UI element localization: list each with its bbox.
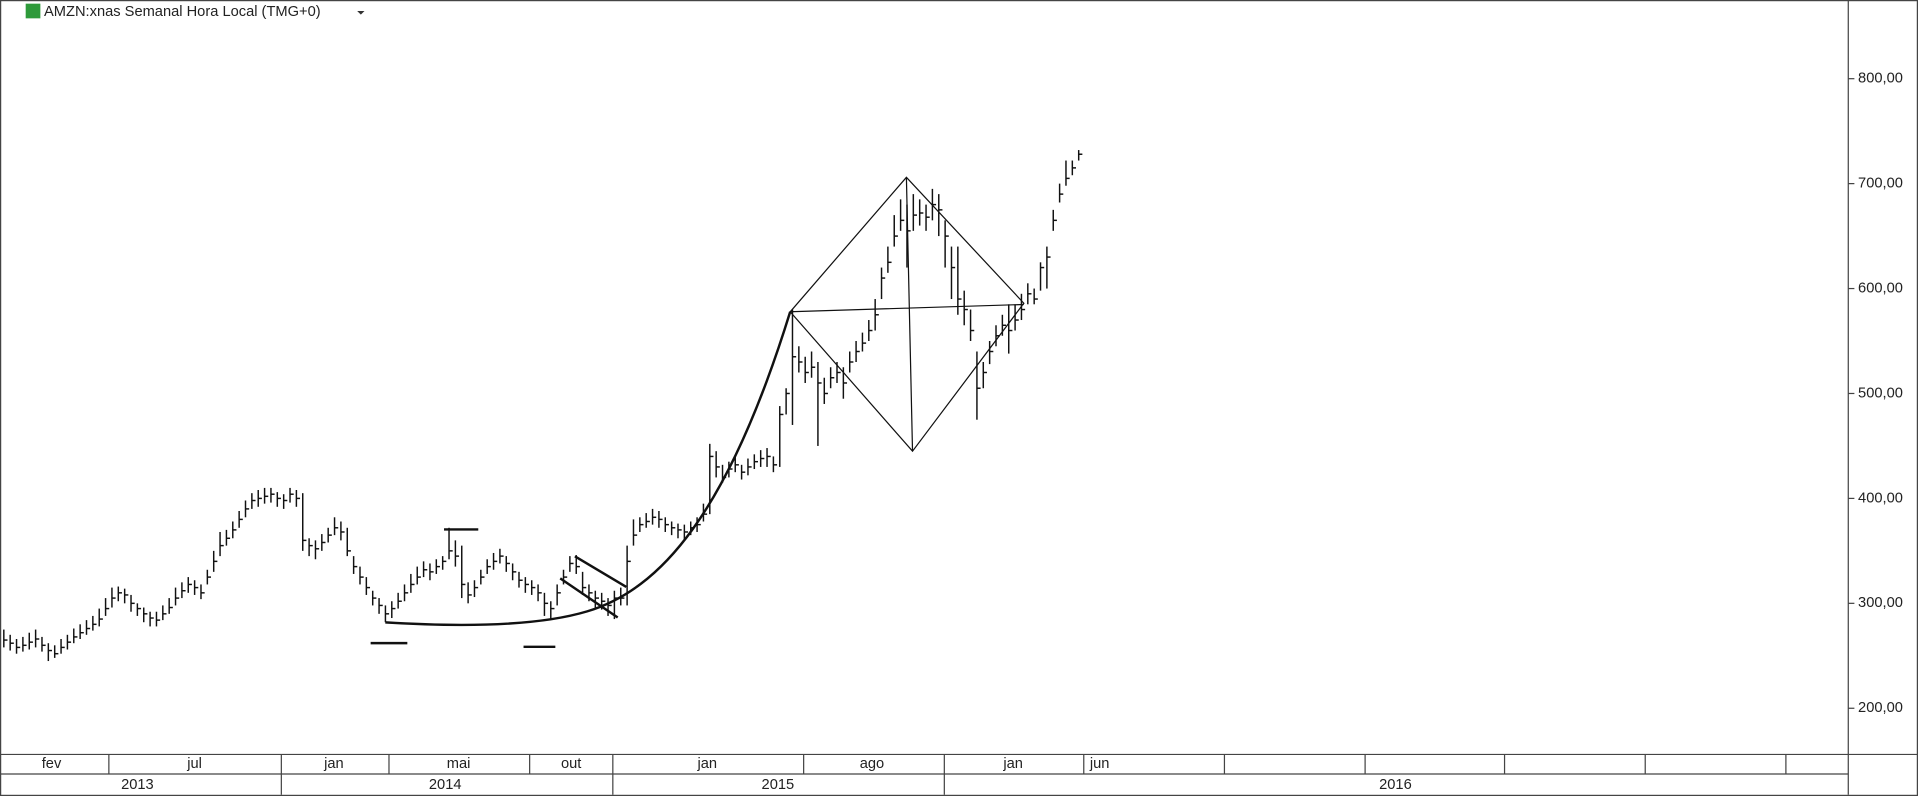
price-bars (3, 150, 1083, 662)
x-tick-label: jan (323, 756, 344, 772)
cup-curve (385, 311, 792, 627)
dropdown-arrow[interactable] (357, 11, 365, 15)
month-separators (108, 754, 1787, 795)
year-label: 2015 (762, 777, 795, 793)
x-tick-label: fev (42, 756, 62, 772)
symbol-icon[interactable] (25, 3, 41, 19)
year-separator (280, 773, 945, 795)
drawings (370, 176, 1025, 649)
month-separator (108, 754, 1787, 774)
y-tick-label: 400,00 (1858, 490, 1903, 506)
y-tick-label: 700,00 (1858, 175, 1903, 191)
y-tick-label: 200,00 (1858, 700, 1903, 716)
y-tick-label: 800,00 (1858, 71, 1903, 87)
y-tick-label: 300,00 (1858, 595, 1903, 611)
x-tick-label: jan (696, 756, 717, 772)
year-label: 2016 (1379, 777, 1412, 793)
x-tick-label: ago (860, 756, 884, 772)
level-marks (370, 528, 556, 649)
x-tick-label: mai (447, 756, 471, 772)
y-tick-label: 600,00 (1858, 280, 1903, 296)
year-label: 2014 (429, 777, 462, 793)
x-tick-label: jun (1089, 756, 1110, 772)
x-tick-label: jan (1002, 756, 1023, 772)
x-tick-label: jul (186, 756, 202, 772)
chart-title[interactable]: AMZN:xnas Semanal Hora Local (TMG+0) (44, 4, 321, 20)
y-tick-label: 500,00 (1858, 385, 1903, 401)
x-tick-label: out (561, 756, 581, 772)
year-label: 2013 (121, 777, 154, 793)
